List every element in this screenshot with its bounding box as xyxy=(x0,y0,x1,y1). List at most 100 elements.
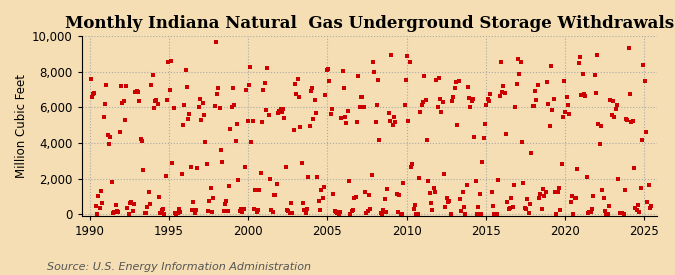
Point xyxy=(240,165,250,170)
Point xyxy=(161,174,171,178)
Point xyxy=(117,100,128,105)
Point xyxy=(489,212,500,216)
Point xyxy=(429,190,440,194)
Point xyxy=(436,110,447,114)
Point xyxy=(204,199,215,203)
Point xyxy=(520,207,531,211)
Point xyxy=(227,85,238,90)
Point xyxy=(358,104,369,109)
Point xyxy=(645,206,655,210)
Point xyxy=(241,88,252,92)
Point xyxy=(335,210,346,214)
Point xyxy=(566,200,576,204)
Point xyxy=(584,210,595,214)
Point xyxy=(439,172,450,176)
Point xyxy=(132,90,143,94)
Point xyxy=(581,174,592,179)
Point xyxy=(366,173,377,177)
Point xyxy=(312,175,323,179)
Point xyxy=(291,92,302,97)
Point xyxy=(482,97,493,101)
Point xyxy=(233,178,244,182)
Point xyxy=(641,130,651,134)
Point xyxy=(407,162,418,166)
Point xyxy=(110,202,121,207)
Point xyxy=(464,95,475,100)
Point xyxy=(495,60,506,64)
Point xyxy=(219,202,230,206)
Point xyxy=(226,104,237,109)
Point xyxy=(562,95,572,100)
Point xyxy=(466,99,477,103)
Point xyxy=(361,211,372,216)
Point xyxy=(501,132,512,136)
Point xyxy=(530,89,541,94)
Point xyxy=(475,192,485,196)
Point xyxy=(634,210,645,214)
Point xyxy=(100,102,111,107)
Point xyxy=(187,208,198,212)
Point xyxy=(500,90,510,95)
Point xyxy=(323,67,333,72)
Point xyxy=(425,201,436,205)
Point xyxy=(208,196,219,200)
Point xyxy=(544,124,555,128)
Point xyxy=(139,210,150,215)
Point xyxy=(159,211,170,216)
Point xyxy=(373,78,383,82)
Text: Source: U.S. Energy Information Administration: Source: U.S. Energy Information Administ… xyxy=(47,262,311,272)
Point xyxy=(470,179,481,183)
Point xyxy=(216,148,227,152)
Point xyxy=(608,98,618,103)
Point xyxy=(386,53,397,57)
Point xyxy=(437,100,448,104)
Point xyxy=(277,110,288,114)
Point xyxy=(167,161,178,166)
Point xyxy=(548,97,559,101)
Point xyxy=(545,63,556,68)
Point xyxy=(568,211,578,216)
Point xyxy=(171,212,182,216)
Point xyxy=(155,210,166,215)
Point xyxy=(229,103,240,108)
Point xyxy=(593,122,604,126)
Point xyxy=(172,210,183,215)
Point xyxy=(529,104,539,108)
Point xyxy=(232,122,242,126)
Point xyxy=(178,123,188,127)
Point xyxy=(298,200,308,205)
Point xyxy=(304,124,315,128)
Point xyxy=(310,111,321,116)
Point xyxy=(161,98,172,102)
Point xyxy=(109,210,119,214)
Point xyxy=(259,81,270,86)
Point xyxy=(184,112,195,117)
Point xyxy=(356,95,367,99)
Point xyxy=(269,193,279,197)
Point xyxy=(207,209,217,214)
Point xyxy=(578,92,589,96)
Point xyxy=(414,175,425,180)
Point xyxy=(422,138,433,142)
Point xyxy=(418,100,429,104)
Point xyxy=(277,107,288,111)
Point xyxy=(606,112,617,117)
Point xyxy=(627,119,638,123)
Point xyxy=(299,207,310,212)
Point xyxy=(468,97,479,101)
Point xyxy=(591,91,601,95)
Point xyxy=(316,188,327,192)
Point xyxy=(369,70,379,75)
Point xyxy=(348,208,358,213)
Point xyxy=(111,209,122,213)
Point xyxy=(493,177,504,182)
Point xyxy=(497,90,508,94)
Point xyxy=(248,207,259,211)
Point xyxy=(614,211,625,215)
Point xyxy=(510,105,520,109)
Point xyxy=(332,210,343,215)
Point xyxy=(88,92,99,96)
Point xyxy=(219,208,230,213)
Point xyxy=(188,200,199,204)
Point xyxy=(535,192,546,196)
